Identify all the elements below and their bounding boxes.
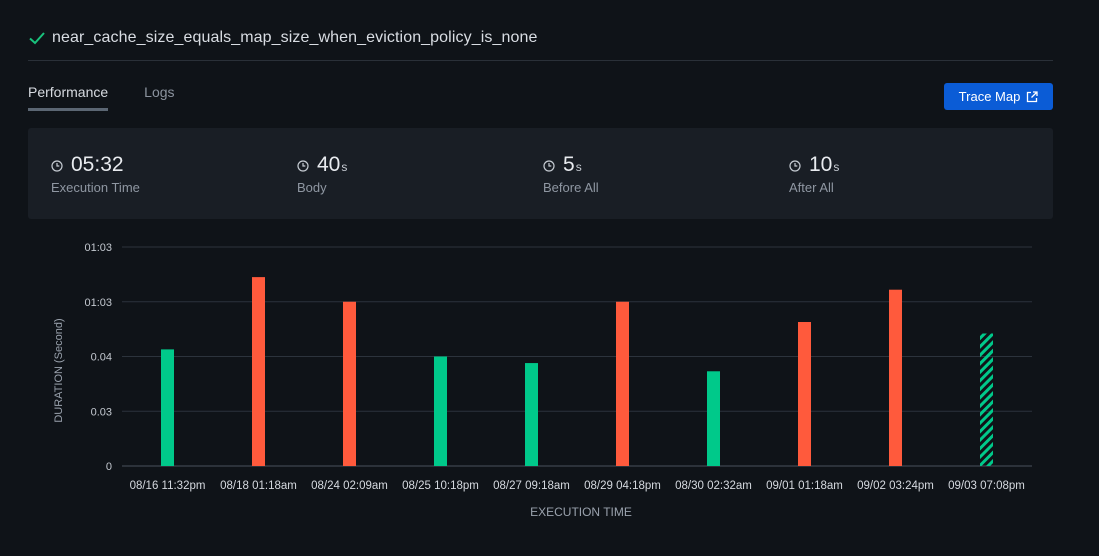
stat-label: Before All: [543, 180, 599, 195]
clock-icon: [543, 160, 555, 172]
y-tick-label: 0.04: [91, 352, 112, 364]
stat-value: 05:32: [71, 153, 124, 176]
x-tick-label: 08/27 09:18am: [493, 480, 570, 492]
stat-label: Body: [297, 180, 327, 195]
duration-chart: 0 0.03 0.04 01:03 01:03 DURATION (Second) 08/1…: [53, 242, 1032, 519]
bar-running[interactable]: [980, 333, 993, 466]
stat-label: Execution Time: [51, 180, 140, 195]
stats-panel: 05:32 Execution Time 40 s Body 5 s Befor…: [28, 128, 1053, 219]
stat-unit: s: [833, 160, 840, 174]
trace-map-button[interactable]: Trace Map: [944, 83, 1053, 110]
clock-icon: [789, 160, 801, 172]
x-tick-label: 09/03 07:08pm: [948, 480, 1025, 492]
stat-unit: s: [575, 160, 582, 174]
x-tick-label: 08/25 10:18pm: [402, 480, 479, 492]
stat-value: 40: [317, 153, 341, 176]
bar-pass[interactable]: [525, 363, 538, 466]
y-tick-label: 0: [106, 461, 112, 473]
stat-after-all: 10 s After All: [789, 153, 839, 195]
bar-fail[interactable]: [616, 301, 629, 466]
clock-icon: [297, 160, 309, 172]
stat-unit: s: [341, 160, 348, 174]
x-tick-label: 08/16 11:32pm: [130, 480, 206, 492]
check-icon: [29, 32, 45, 45]
x-axis-label: EXECUTION TIME: [530, 505, 632, 519]
test-title: near_cache_size_equals_map_size_when_evi…: [52, 29, 538, 46]
test-header: near_cache_size_equals_map_size_when_evi…: [28, 24, 1053, 61]
trace-map-label: Trace Map: [958, 89, 1021, 104]
external-link-icon: [1027, 90, 1038, 102]
clock-icon: [51, 160, 63, 172]
stat-value: 10: [809, 153, 833, 176]
y-tick-label: 0.03: [91, 406, 112, 418]
tab-logs[interactable]: Logs: [144, 84, 175, 100]
x-tick-label: 08/18 01:18am: [220, 480, 297, 492]
bar-fail[interactable]: [252, 277, 265, 466]
x-tick-label: 09/01 01:18am: [766, 480, 843, 492]
x-tick-label: 09/02 03:24pm: [857, 480, 934, 492]
x-tick-label: 08/24 02:09am: [311, 480, 388, 492]
tab-performance[interactable]: Performance: [28, 84, 109, 111]
y-tick-label: 01:03: [84, 297, 112, 309]
bar-fail[interactable]: [889, 289, 902, 466]
bar-fail[interactable]: [798, 322, 811, 466]
stat-before-all: 5 s Before All: [543, 153, 599, 195]
stat-execution-time: 05:32 Execution Time: [51, 153, 140, 195]
bar-pass[interactable]: [434, 356, 447, 467]
y-tick-label: 01:03: [84, 242, 112, 254]
x-tick-label: 08/29 04:18pm: [584, 480, 661, 492]
bar-pass[interactable]: [161, 349, 174, 466]
x-tick-label: 08/30 02:32am: [675, 480, 752, 492]
y-axis-label: DURATION (Second): [53, 318, 65, 422]
stat-body: 40 s Body: [297, 153, 347, 195]
stat-label: After All: [789, 180, 834, 195]
bar-fail[interactable]: [343, 301, 356, 466]
stat-value: 5: [563, 153, 575, 176]
tab-bar: Performance Logs: [28, 84, 175, 111]
bar-pass[interactable]: [707, 371, 720, 466]
